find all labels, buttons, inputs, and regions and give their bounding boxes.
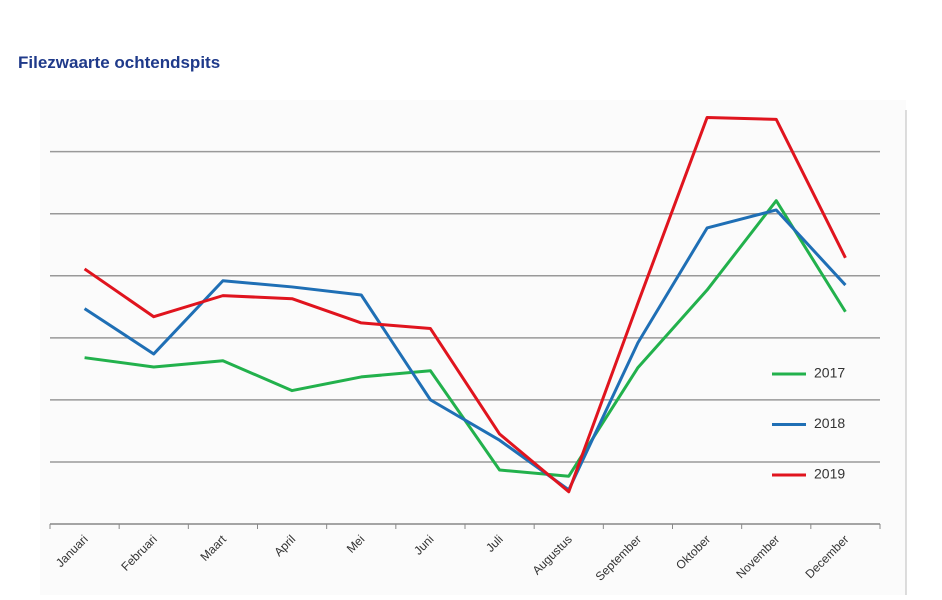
series-line [83,208,847,492]
legend-label: 2017 [814,365,845,381]
chart-title: Filezwaarte ochtendspits [18,53,220,72]
plot-background [40,100,906,595]
legend-label: 2018 [814,415,845,431]
series-line [83,116,847,494]
legend-label: 2019 [814,466,845,482]
